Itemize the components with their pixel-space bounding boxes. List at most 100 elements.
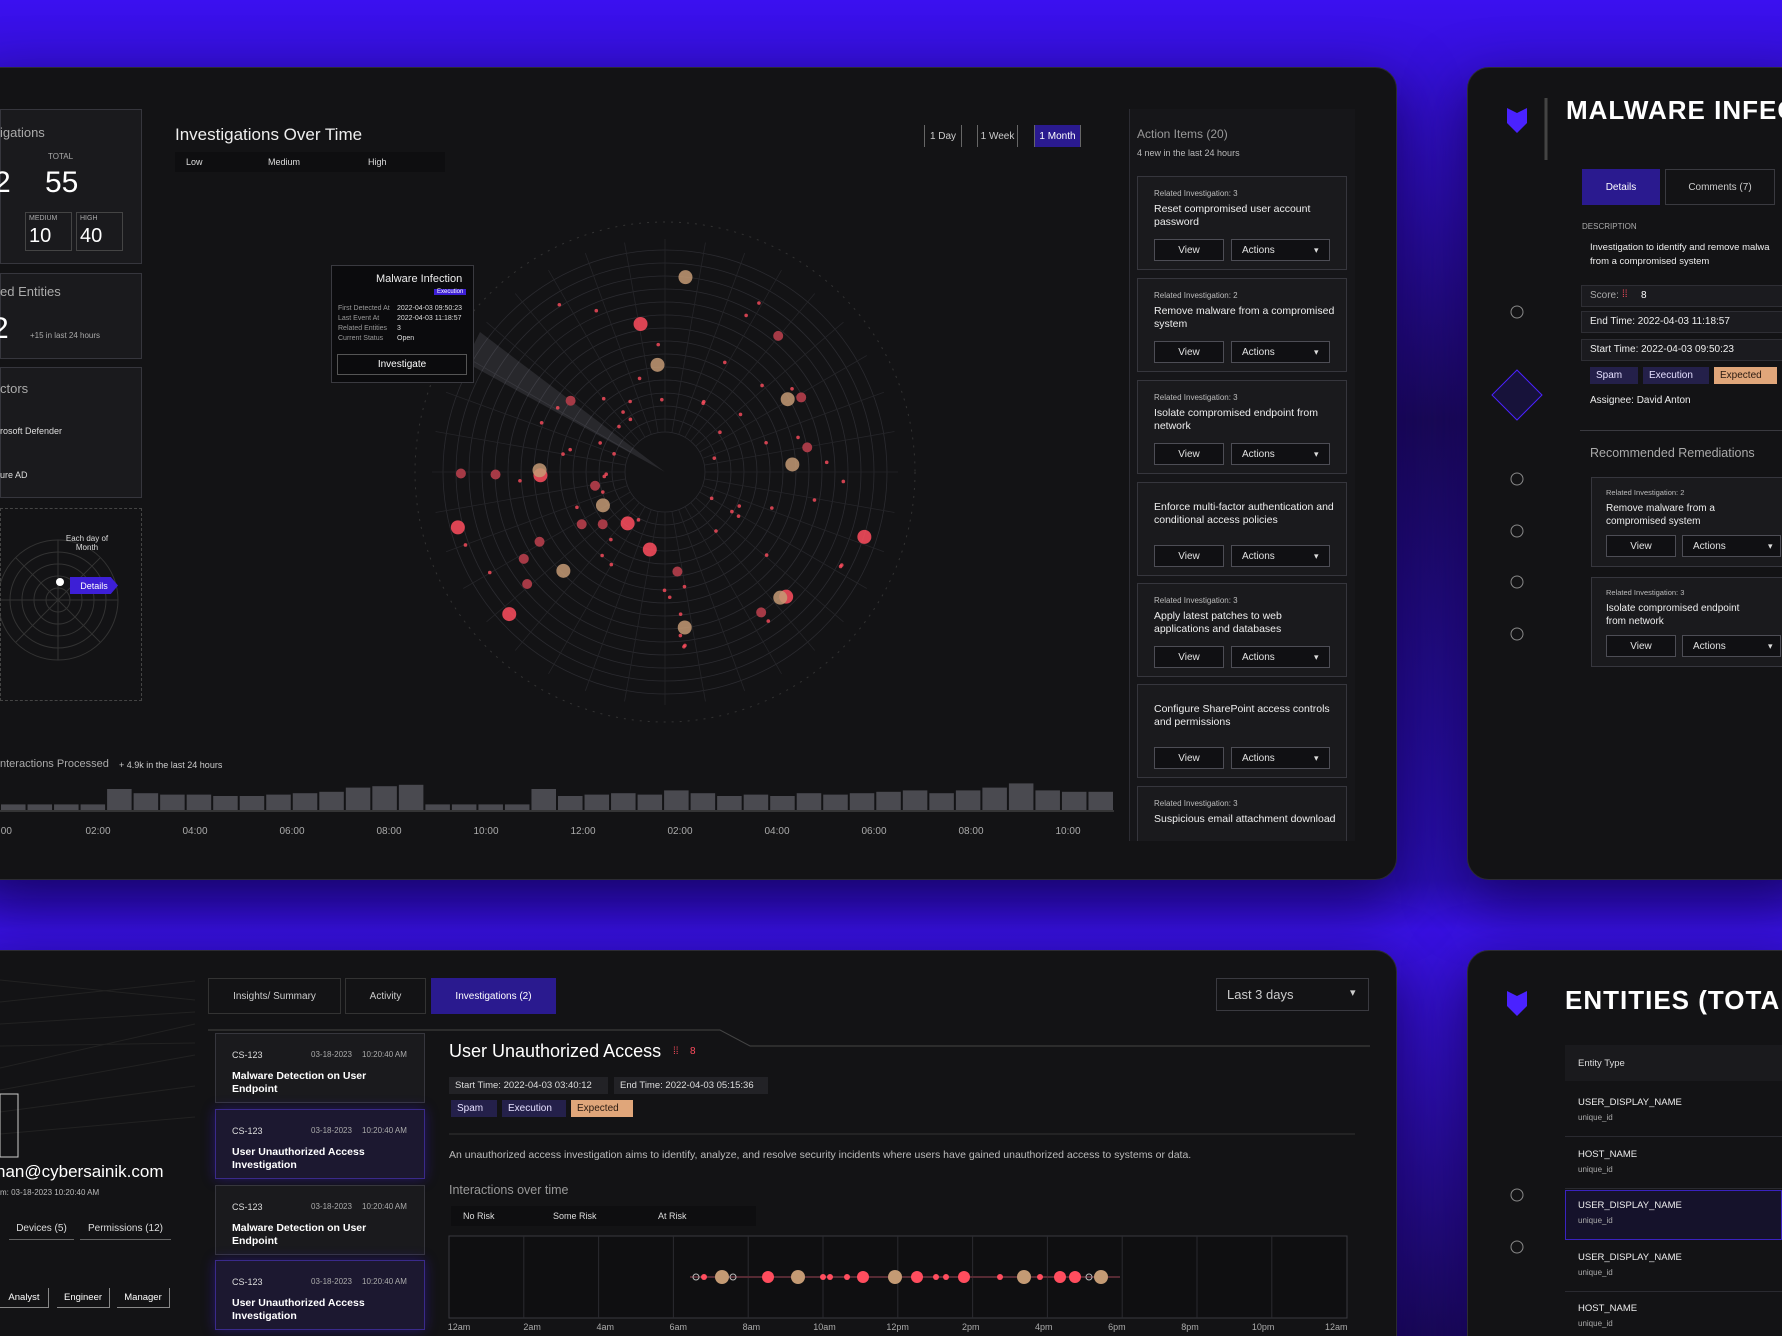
assignee: Assignee: David Anton — [1590, 395, 1691, 406]
entity-row[interactable] — [1565, 1293, 1782, 1336]
view-button[interactable]: View — [1154, 341, 1224, 363]
range-button[interactable]: 1 Week — [977, 125, 1018, 147]
tooltip-field-value: 2022-04-03 09:50:23 — [397, 305, 462, 312]
case-tab[interactable]: Activity — [345, 978, 426, 1014]
user-since: m: 03-18-2023 10:20:40 AM — [0, 1188, 99, 1197]
histogram-title: nteractions Processed — [0, 758, 109, 770]
column-header[interactable]: Entity Type — [1578, 1058, 1625, 1069]
case-time: 10:20:40 AM — [362, 1126, 407, 1135]
partial-count: 2 — [0, 166, 11, 200]
details-button[interactable]: Details — [70, 577, 118, 594]
case-id: CS-123 — [232, 1126, 263, 1136]
view-button[interactable]: View — [1154, 747, 1224, 769]
entity-id: unique_id — [1578, 1319, 1613, 1328]
role-chip[interactable]: Manager — [117, 1288, 170, 1308]
case-card[interactable]: CS-12303-18-202310:20:40 AMMalware Detec… — [215, 1033, 425, 1103]
entity-row[interactable] — [1565, 1242, 1782, 1292]
entities-note: +15 in last 24 hours — [30, 331, 100, 340]
action-card: Related Investigation: 3Reset compromise… — [1137, 176, 1347, 270]
case-date: 03-18-2023 — [311, 1277, 352, 1286]
entity-row[interactable] — [1565, 1190, 1782, 1240]
legend-label: Some Risk — [553, 1211, 597, 1221]
remediation-card: Related Investigation: 3Isolate compromi… — [1591, 577, 1782, 667]
view-button[interactable]: View — [1606, 635, 1676, 657]
view-button[interactable]: View — [1154, 443, 1224, 465]
caret: ▾ — [1314, 652, 1319, 663]
case-title: User Unauthorized Access Investigation — [232, 1146, 412, 1172]
tooltip-field-label: Current Status — [338, 335, 383, 342]
related-label: Related Investigation: 2 — [1606, 488, 1684, 497]
case-time: 10:20:40 AM — [362, 1277, 407, 1286]
case-id: CS-123 — [232, 1202, 263, 1212]
period-select[interactable]: Last 3 days — [1216, 978, 1369, 1011]
user-tab[interactable]: Devices (5) — [9, 1217, 74, 1240]
start-chip: Start Time: 2022-04-03 03:40:12 — [449, 1077, 608, 1094]
action-card: Related Investigation: 3Isolate compromi… — [1137, 380, 1347, 474]
action-text: Suspicious email attachment download — [1154, 813, 1336, 826]
entity-row[interactable] — [1565, 1139, 1782, 1189]
caret: ▾ — [1314, 753, 1319, 764]
detail-tab[interactable]: Comments (7) — [1665, 169, 1775, 205]
action-card: Related Investigation: 2Remove malware f… — [1137, 278, 1347, 372]
case-card[interactable]: CS-12303-18-202310:20:40 AMUser Unauthor… — [215, 1260, 425, 1330]
entity-type: USER_DISPLAY_NAME — [1578, 1200, 1682, 1211]
entity-id: unique_id — [1578, 1268, 1613, 1277]
view-button[interactable]: View — [1606, 535, 1676, 557]
user-tab[interactable]: Permissions (12) — [80, 1217, 171, 1240]
remediation-title: Recommended Remediations — [1590, 446, 1755, 460]
section-title: igations — [0, 125, 45, 140]
caret: ▾ — [1314, 347, 1319, 358]
action-list: Related Investigation: 3Reset compromise… — [1129, 170, 1355, 841]
legend-box — [451, 1206, 756, 1226]
description-line: from a compromised system — [1590, 256, 1709, 267]
tag: Spam — [451, 1100, 497, 1117]
caret: ▾ — [1314, 449, 1319, 460]
related-label: Related Investigation: 3 — [1154, 189, 1238, 198]
action-text: Apply latest patches to web applications… — [1154, 610, 1336, 636]
case-id: CS-123 — [232, 1277, 263, 1287]
case-time: 10:20:40 AM — [362, 1202, 407, 1211]
view-button[interactable]: View — [1154, 646, 1224, 668]
view-button[interactable]: View — [1154, 545, 1224, 567]
case-tab[interactable]: Insights/ Summary — [208, 978, 341, 1014]
case-description: An unauthorized access investigation aim… — [449, 1149, 1191, 1161]
entities-count: 2 — [0, 312, 9, 346]
view-button[interactable]: View — [1154, 239, 1224, 261]
high-value: 40 — [80, 225, 102, 248]
description-line: Investigation to identify and remove mal… — [1590, 242, 1770, 253]
entity-row[interactable] — [1565, 1087, 1782, 1137]
score-label: Score: — [1590, 290, 1619, 301]
case-tab[interactable]: Investigations (2) — [431, 978, 556, 1014]
tooltip-field-label: Related Entities — [338, 325, 387, 332]
range-button[interactable]: 1 Day — [924, 125, 962, 147]
case-card[interactable]: CS-123 03-18-2023 10:20:40 AM User Unauthor… — [215, 1109, 425, 1179]
case-date: 03-18-2023 — [311, 1126, 352, 1135]
actions-button[interactable]: Actions — [1682, 635, 1781, 657]
user-email: han@cybersainik.com — [0, 1162, 164, 1182]
tooltip-field-value: 3 — [397, 325, 401, 332]
action-text: Isolate compromised endpoint from networ… — [1154, 407, 1336, 433]
range-button[interactable]: 1 Month — [1034, 125, 1081, 147]
actions-button[interactable]: Actions — [1682, 535, 1781, 557]
case-card[interactable]: CS-12303-18-202310:20:40 AMMalware Detec… — [215, 1185, 425, 1255]
action-card: Related Investigation: 3Suspicious email… — [1137, 786, 1347, 841]
case-date: 03-18-2023 — [311, 1050, 352, 1059]
detail-title: MALWARE INFECT — [1566, 95, 1782, 126]
chart-title: Investigations Over Time — [175, 125, 362, 145]
role-chip[interactable]: Analyst — [0, 1288, 49, 1308]
detail-tab[interactable]: Details — [1582, 169, 1660, 205]
role-chip[interactable]: Engineer — [57, 1288, 110, 1308]
section-title: ed Entities — [0, 284, 61, 299]
legend-label: High — [368, 157, 387, 167]
tooltip-field-value: Open — [397, 335, 414, 342]
caret: ▾ — [1314, 551, 1319, 562]
entity-type: HOST_NAME — [1578, 1303, 1637, 1314]
tooltip-title: Malware Infection — [376, 273, 462, 285]
tag: Expected — [1714, 367, 1777, 384]
chart-title: Interactions over time — [449, 1183, 569, 1197]
remediation-text: Isolate compromised endpoint from networ… — [1606, 602, 1756, 628]
medium-value: 10 — [29, 225, 51, 248]
investigate-button[interactable]: Investigate — [337, 354, 467, 375]
